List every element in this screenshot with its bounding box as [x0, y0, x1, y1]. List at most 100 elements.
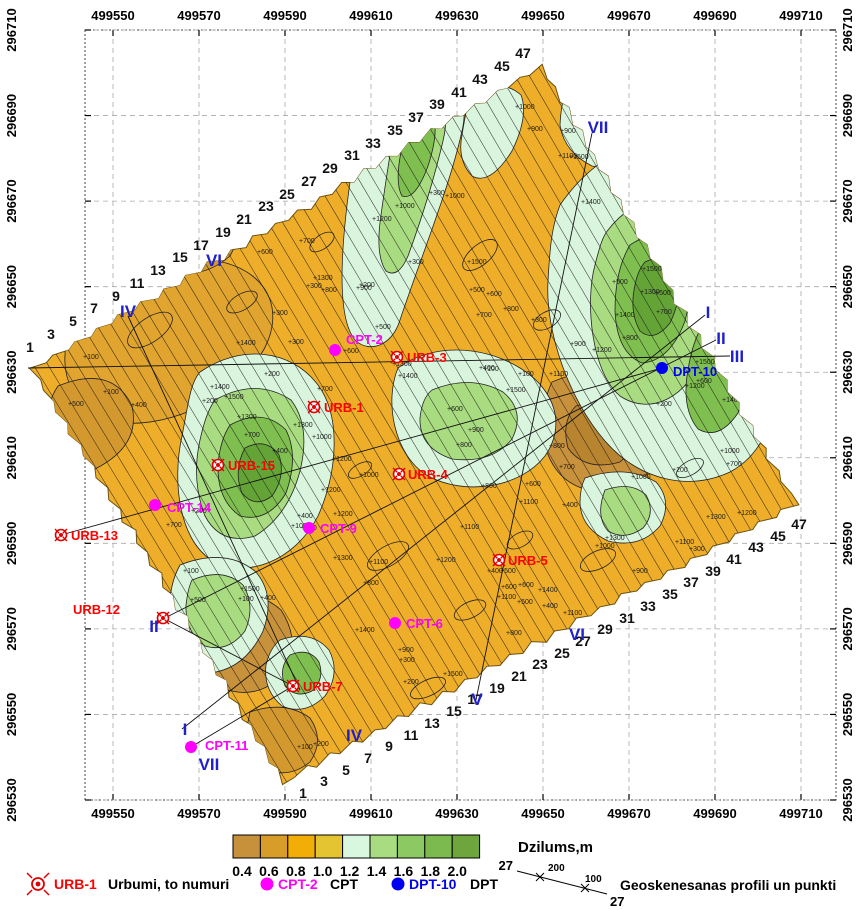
- scan-line: [236, 243, 493, 672]
- profile-number-nw: 37: [408, 109, 424, 125]
- scan-line: [247, 237, 504, 667]
- distance-mark: +400: [487, 568, 503, 575]
- scan-line: [161, 288, 418, 713]
- distance-mark: +1500: [569, 154, 589, 161]
- cross-profile-numeral: IV: [346, 726, 363, 745]
- colorbar-cell: [396, 834, 426, 859]
- profile-number-nw: 13: [150, 262, 166, 278]
- cross-profile-numeral: I: [183, 720, 188, 739]
- profile-mark-100: 100: [585, 874, 602, 885]
- geoscan-profile-line: [127, 315, 301, 691]
- scan-line: [108, 320, 364, 743]
- contour-line: [309, 231, 335, 253]
- scan-line: [215, 256, 472, 684]
- y-tick-label-right: 296710: [840, 8, 855, 51]
- distance-mark: +500: [375, 324, 391, 331]
- distance-mark: +500: [469, 287, 485, 294]
- survey-point-CPT-14: CPT-14: [149, 499, 212, 515]
- distance-mark: +400: [272, 448, 288, 455]
- distance-mark: +500: [68, 401, 84, 408]
- profile-line-glyph: [516, 870, 608, 895]
- contour-line: [533, 309, 561, 331]
- distance-mark: +1300: [640, 289, 660, 296]
- survey-point-URB-13: URB-13: [54, 528, 118, 543]
- distance-mark: +800: [456, 442, 472, 449]
- legend-dpt-item: DPT-10 DPT: [391, 876, 498, 892]
- scan-line: [204, 262, 461, 690]
- distance-mark: +1000: [445, 193, 465, 200]
- y-tick-label-right: 296570: [840, 607, 855, 650]
- profile-number-nw: 19: [215, 224, 231, 240]
- distance-mark: +600: [343, 348, 359, 355]
- distance-mark: +1300: [313, 275, 333, 282]
- profile-number-nw: 5: [69, 313, 77, 329]
- scan-line: [258, 230, 515, 661]
- distance-mark: +300: [531, 317, 547, 324]
- legend-cpt-text: CPT: [330, 876, 358, 892]
- scan-line: [408, 141, 666, 579]
- distance-mark: +100: [483, 366, 499, 373]
- distance-mark: +1200: [436, 557, 456, 564]
- distance-mark: +700: [559, 464, 575, 471]
- distance-mark: +1000: [631, 474, 651, 481]
- cpt-symbol-icon: [260, 877, 274, 891]
- cpt-marker-icon: [329, 344, 341, 356]
- distance-mark: +200: [191, 508, 207, 515]
- distance-mark: +1500: [240, 586, 260, 593]
- geoscan-profile-line: [181, 314, 706, 730]
- distance-mark: +1300: [293, 422, 313, 429]
- y-tick-label-right: 296610: [840, 436, 855, 479]
- legend-cpt-id: CPT-2: [278, 876, 318, 892]
- x-tick-label-top: 499710: [779, 8, 822, 23]
- y-tick-label-left: 296530: [4, 778, 19, 821]
- distance-mark: +1400: [210, 384, 230, 391]
- colorbar-cell: [287, 834, 316, 859]
- profile-number-nw: 23: [258, 198, 274, 214]
- distance-mark: +400: [297, 513, 313, 520]
- urb-point-label: URB-12: [73, 602, 120, 617]
- scan-line: [226, 249, 482, 678]
- depth-zone: [245, 706, 318, 774]
- profile-number-nw: 35: [387, 122, 403, 138]
- distance-mark: +900: [356, 285, 372, 292]
- distance-mark: +600: [518, 582, 534, 589]
- scan-line: [86, 332, 342, 754]
- colorbar-value: 0.6: [259, 863, 279, 879]
- cross-profile-numeral: V: [471, 690, 483, 709]
- cross-profile-numeral: I: [706, 303, 711, 322]
- survey-point-URB-7: URB-7: [286, 679, 343, 694]
- profile-number-nw: 3: [47, 326, 55, 342]
- distance-mark: +700: [299, 238, 315, 245]
- distance-mark: +600: [447, 406, 463, 413]
- profile-number-se: 19: [489, 680, 505, 696]
- distance-mark: +1300: [706, 514, 726, 521]
- profile-number-se: 9: [385, 738, 393, 754]
- distance-mark: +300: [399, 657, 415, 664]
- profile-number-nw: 43: [472, 71, 488, 87]
- distance-mark: +300: [288, 339, 304, 346]
- scan-line: [515, 77, 774, 520]
- legend-dpt-text: DPT: [470, 876, 498, 892]
- profile-number-se: 27: [575, 633, 591, 649]
- scan-line: [183, 275, 439, 702]
- colorbar-cell: [424, 834, 453, 859]
- distance-mark: +1500: [506, 387, 526, 394]
- profile-number-se: 39: [705, 563, 721, 579]
- contour-line: [347, 461, 373, 479]
- colorbar-value: 0.8: [286, 863, 306, 879]
- colorbar-value: 2.0: [447, 863, 467, 879]
- profile-number-nw: 31: [344, 147, 360, 163]
- distance-mark: +600: [501, 584, 517, 591]
- profile-number-nw: 25: [279, 186, 295, 202]
- survey-point-URB-4: URB-4: [392, 467, 448, 482]
- y-tick-label-right: 296670: [840, 179, 855, 222]
- profile-number-nw: 41: [451, 84, 467, 100]
- scan-lines: [33, 65, 795, 784]
- profile-number-se: 35: [662, 586, 678, 602]
- cross-profile-numeral: III: [730, 347, 744, 366]
- geoscan-profile-line: [162, 617, 294, 687]
- distance-mark: +1400: [538, 587, 558, 594]
- distance-mark: +400: [562, 502, 578, 509]
- scan-line: [440, 122, 698, 561]
- distance-mark: +500: [655, 290, 671, 297]
